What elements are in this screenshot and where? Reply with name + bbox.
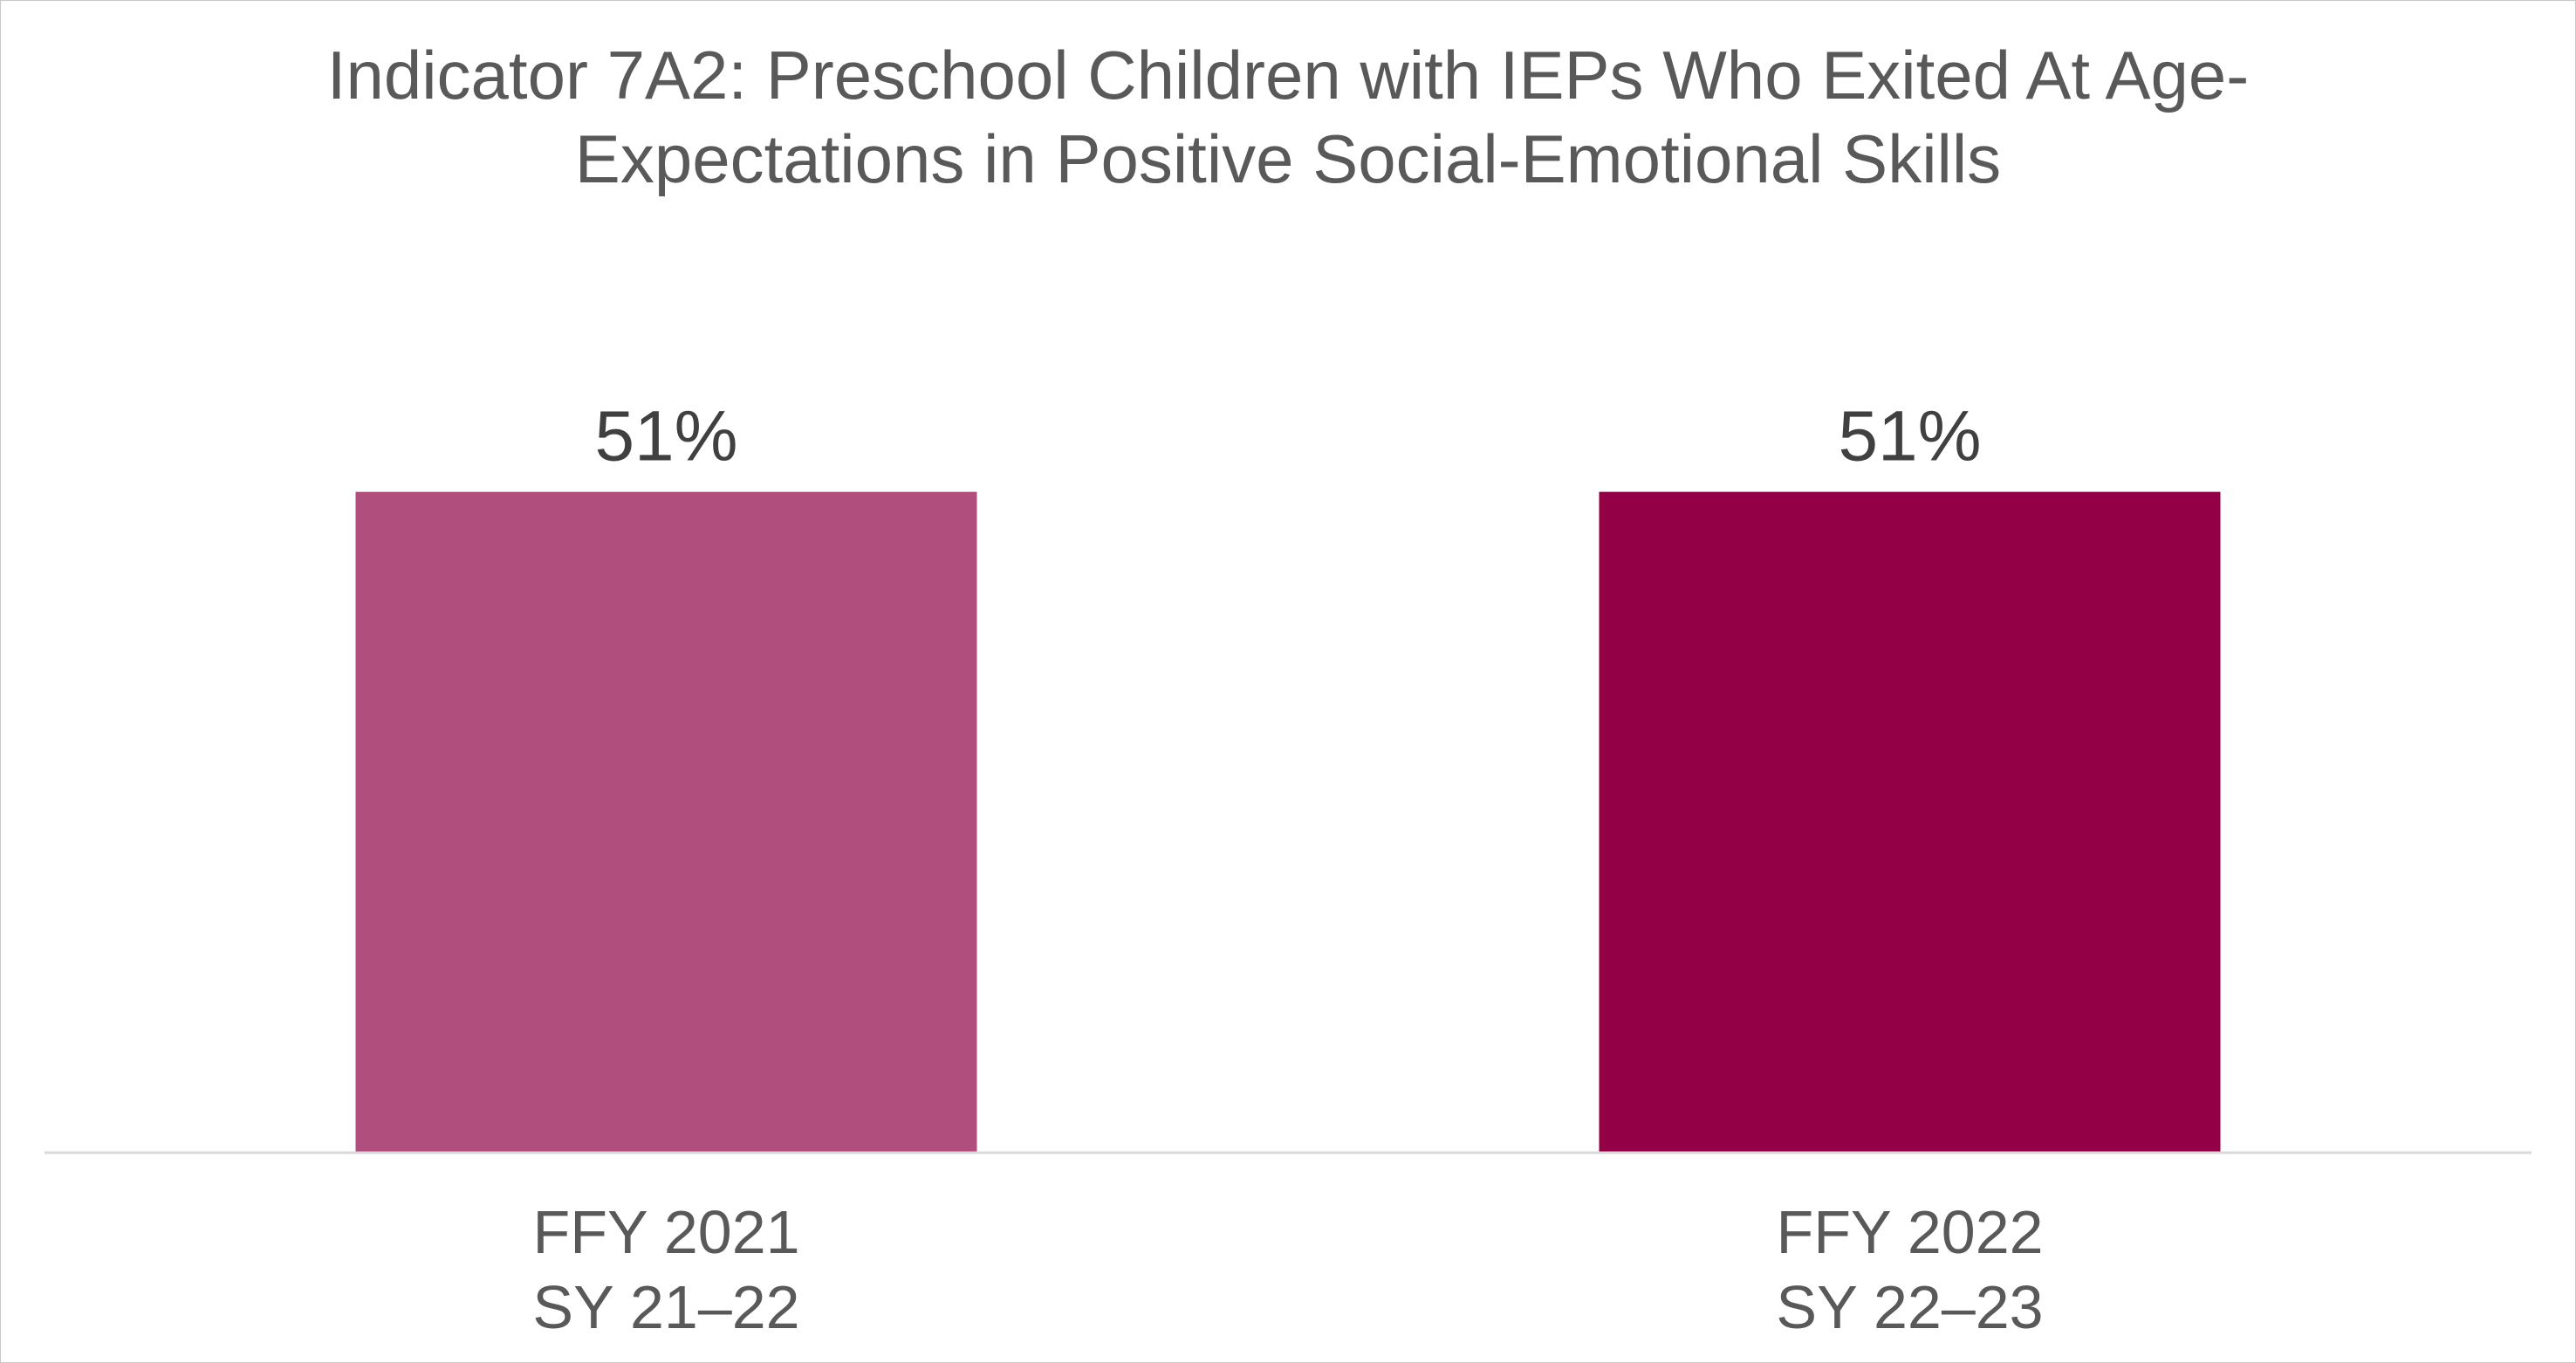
bar-1 — [355, 491, 977, 1153]
data-label-1: 51% — [594, 397, 737, 476]
bar-2 — [1599, 491, 2221, 1153]
x-tick-label-2-line-2: SY 22–23 — [1776, 1273, 2043, 1341]
plot-area: 51% FFY 2021 SY 21–22 51% FFY 2022 SY 22–23 — [45, 397, 2531, 1341]
x-tick-label-1-line-2: SY 21–22 — [532, 1273, 799, 1341]
chart-title-line-1: Indicator 7A2: Preschool Children with I… — [327, 37, 2249, 113]
data-label-2: 51% — [1838, 397, 1981, 476]
x-tick-label-1-line-1: FFY 2021 — [532, 1198, 799, 1266]
chart-title-line-2: Expectations in Positive Social-Emotiona… — [575, 120, 2001, 197]
x-tick-label-2-line-1: FFY 2022 — [1776, 1198, 2043, 1266]
